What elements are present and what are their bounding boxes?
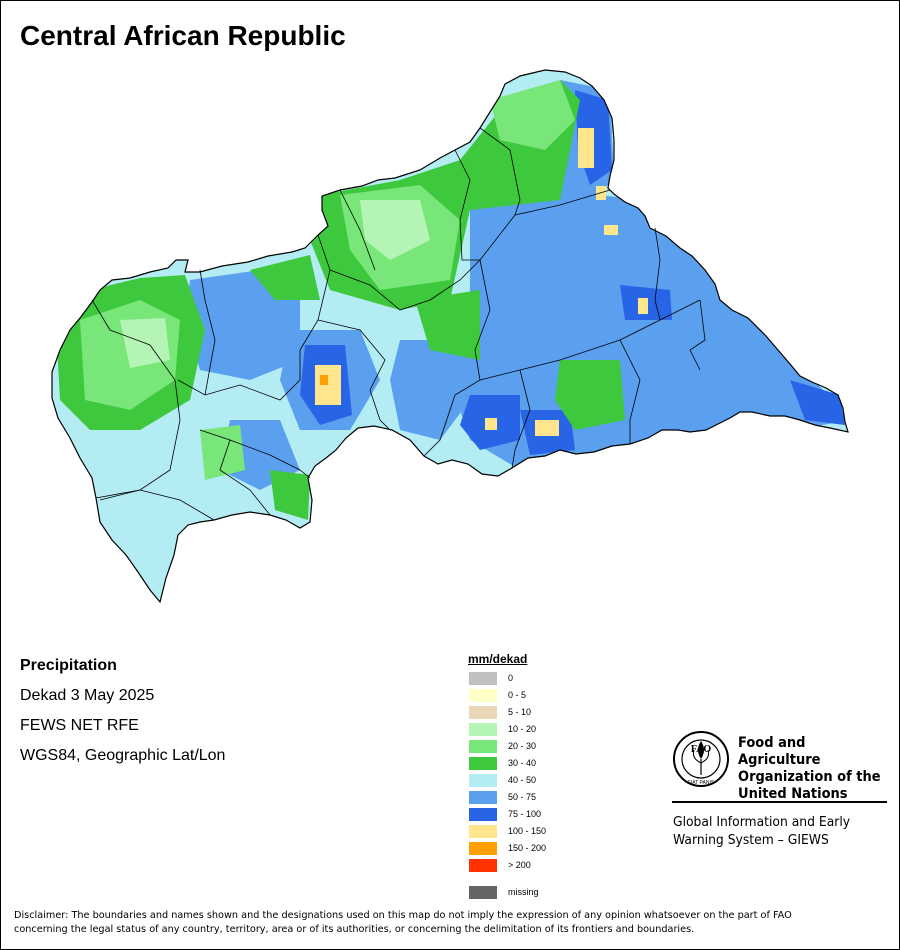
program-name-line1: Global Information and Early: [673, 815, 851, 830]
legend-item: 75 - 100: [468, 808, 628, 821]
legend-swatch: [469, 842, 497, 855]
legend-item: 30 - 40: [468, 757, 628, 770]
legend-item: 10 - 20: [468, 723, 628, 736]
legend-title: mm/dekad: [468, 652, 528, 666]
legend-swatch: [469, 859, 497, 872]
projection-label: WGS84, Geographic Lat/Lon: [20, 747, 226, 764]
program-name-line2: Warning System – GIEWS: [673, 833, 829, 848]
disclaimer-line1: Disclaimer: The boundaries and names sho…: [14, 910, 792, 921]
legend-label: 30 - 40: [508, 758, 537, 768]
period-label: Dekad 3 May 2025: [20, 687, 155, 704]
legend-swatch: [469, 723, 497, 736]
disclaimer-line2: concerning the legal status of any count…: [14, 924, 695, 935]
legend-label: 10 - 20: [508, 724, 537, 734]
fao-logo-motto: FIAT PANIS: [688, 780, 715, 786]
organization-divider: [672, 801, 887, 803]
legend-item: 40 - 50: [468, 774, 628, 787]
legend-item: 150 - 200: [468, 842, 628, 855]
legend-item: 0: [468, 672, 628, 685]
fao-logo: FAO FIAT PANIS: [673, 731, 729, 787]
organization-name-line1: Food and Agriculture: [738, 735, 821, 768]
source-label: FEWS NET RFE: [20, 717, 139, 734]
disclaimer: Disclaimer: The boundaries and names sho…: [14, 909, 868, 937]
admin-boundaries: [91, 127, 706, 521]
variable-label: Precipitation: [20, 657, 117, 674]
legend-swatch: [469, 672, 497, 685]
legend-label: 0 - 5: [508, 690, 527, 700]
legend-label: 20 - 30: [508, 741, 537, 751]
legend-swatch: [469, 740, 497, 753]
fao-logo-text: FAO: [691, 744, 712, 755]
legend-swatch: [469, 757, 497, 770]
legend-item: 20 - 30: [468, 740, 628, 753]
precipitation-map: [51, 69, 849, 603]
legend-item: 0 - 5: [468, 689, 628, 702]
legend-item: 5 - 10: [468, 706, 628, 719]
organization-name-line2: Organization of the: [738, 769, 881, 785]
legend-swatch: [469, 825, 497, 838]
legend-swatch-missing: [469, 886, 497, 899]
legend-label: 0: [508, 673, 514, 683]
legend-swatch: [469, 706, 497, 719]
legend-swatch: [469, 791, 497, 804]
legend-label-missing: missing: [508, 887, 539, 897]
legend-label: 100 - 150: [508, 826, 547, 836]
legend-label: 5 - 10: [508, 707, 532, 717]
legend-item: 100 - 150: [468, 825, 628, 838]
organization-name: Food and Agriculture Organization of the…: [738, 735, 889, 803]
legend-swatch: [469, 808, 497, 821]
legend-item: 50 - 75: [468, 791, 628, 804]
legend: mm/dekad 0 0 - 5 5 - 10 10 - 20 20 - 30 30 - …: [468, 652, 628, 899]
organization-name-line3: United Nations: [738, 786, 848, 802]
map-title: Central African Republic: [20, 20, 346, 51]
legend-label: 75 - 100: [508, 809, 542, 819]
program-name: Global Information and Early Warning Sys…: [673, 814, 850, 850]
legend-item-missing: missing: [468, 886, 628, 899]
legend-item: > 200: [468, 859, 628, 872]
legend-swatch: [469, 774, 497, 787]
legend-label: 40 - 50: [508, 775, 537, 785]
legend-swatch: [469, 689, 497, 702]
legend-label: > 200: [508, 860, 531, 870]
precipitation-raster: [52, 70, 848, 602]
legend-label: 50 - 75: [508, 792, 537, 802]
legend-label: 150 - 200: [508, 843, 547, 853]
